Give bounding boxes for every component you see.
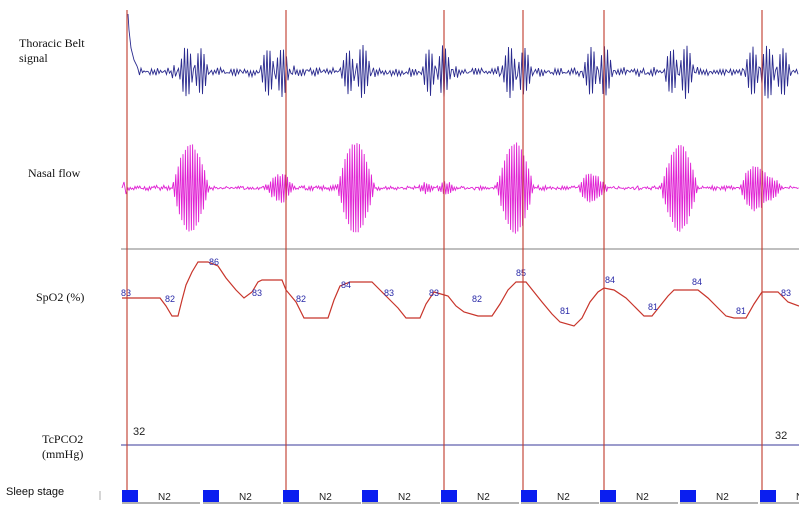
- spo2-value-label: 82: [296, 294, 306, 304]
- sleep-stage-block: [600, 490, 616, 502]
- tcpco2-label: TcPCO2 (mmHg): [42, 432, 83, 462]
- sleep-stage-block: [122, 490, 138, 502]
- tcpco2-label-line1: TcPCO2: [42, 432, 84, 446]
- spo2-value-label: 83: [252, 288, 262, 298]
- spo2-value-label: 84: [341, 280, 351, 290]
- sleep-stage-block: [521, 490, 537, 502]
- sleep-stage-label: N: [796, 492, 799, 503]
- spo2-value-label: 84: [692, 277, 702, 287]
- sleep-stage-label: N2: [716, 492, 729, 503]
- sleep-stage-label: N2: [477, 492, 490, 503]
- spo2-value-label: 85: [516, 268, 526, 278]
- nasal-flow-series-line: [121, 142, 799, 234]
- tcpco2-value-label: 32: [133, 426, 145, 438]
- spo2-value-label: 81: [648, 302, 658, 312]
- sleep-stage-block: [362, 490, 378, 502]
- tcpco2-label-line2: (mmHg): [42, 447, 84, 461]
- spo2-value-label: 81: [560, 306, 570, 316]
- thoracic-label-line1: Thoracic Belt: [19, 36, 85, 50]
- spo2-value-label: 82: [472, 294, 482, 304]
- spo2-value-label: 81: [736, 306, 746, 316]
- sleep-stage-label: N2: [158, 492, 171, 503]
- sleep-stage-block: [203, 490, 219, 502]
- sleep-stage-block: [680, 490, 696, 502]
- spo2-value-label: 82: [165, 294, 175, 304]
- sleep-stage-label: N2: [398, 492, 411, 503]
- sleep-stage-label: Sleep stage: [6, 486, 65, 498]
- sleep-stage-block: [760, 490, 776, 502]
- nasal-flow-label: Nasal flow: [28, 166, 81, 180]
- sleep-stage-label: N2: [319, 492, 332, 503]
- spo2-value-label: 83: [121, 288, 131, 298]
- spo2-value-label: 83: [781, 288, 791, 298]
- tcpco2-value-label: 32: [775, 430, 787, 442]
- sleep-stage-label: N2: [557, 492, 570, 503]
- spo2-label: SpO2 (%): [36, 290, 85, 304]
- spo2-series-line: [122, 261, 799, 327]
- thoracic-series-line: [127, 13, 799, 100]
- spo2-value-label: 83: [429, 288, 439, 298]
- thoracic-label-line2: signal: [19, 51, 48, 65]
- thoracic-label: Thoracic Belt signal: [19, 36, 85, 66]
- spo2-value-label: 83: [384, 288, 394, 298]
- sleep-stage-block: [441, 490, 457, 502]
- sleep-stage-label: N2: [239, 492, 252, 503]
- spo2-value-label: 86: [209, 257, 219, 267]
- sleep-stage-block: [283, 490, 299, 502]
- spo2-value-label: 84: [605, 275, 615, 285]
- sleep-stage-label: N2: [636, 492, 649, 503]
